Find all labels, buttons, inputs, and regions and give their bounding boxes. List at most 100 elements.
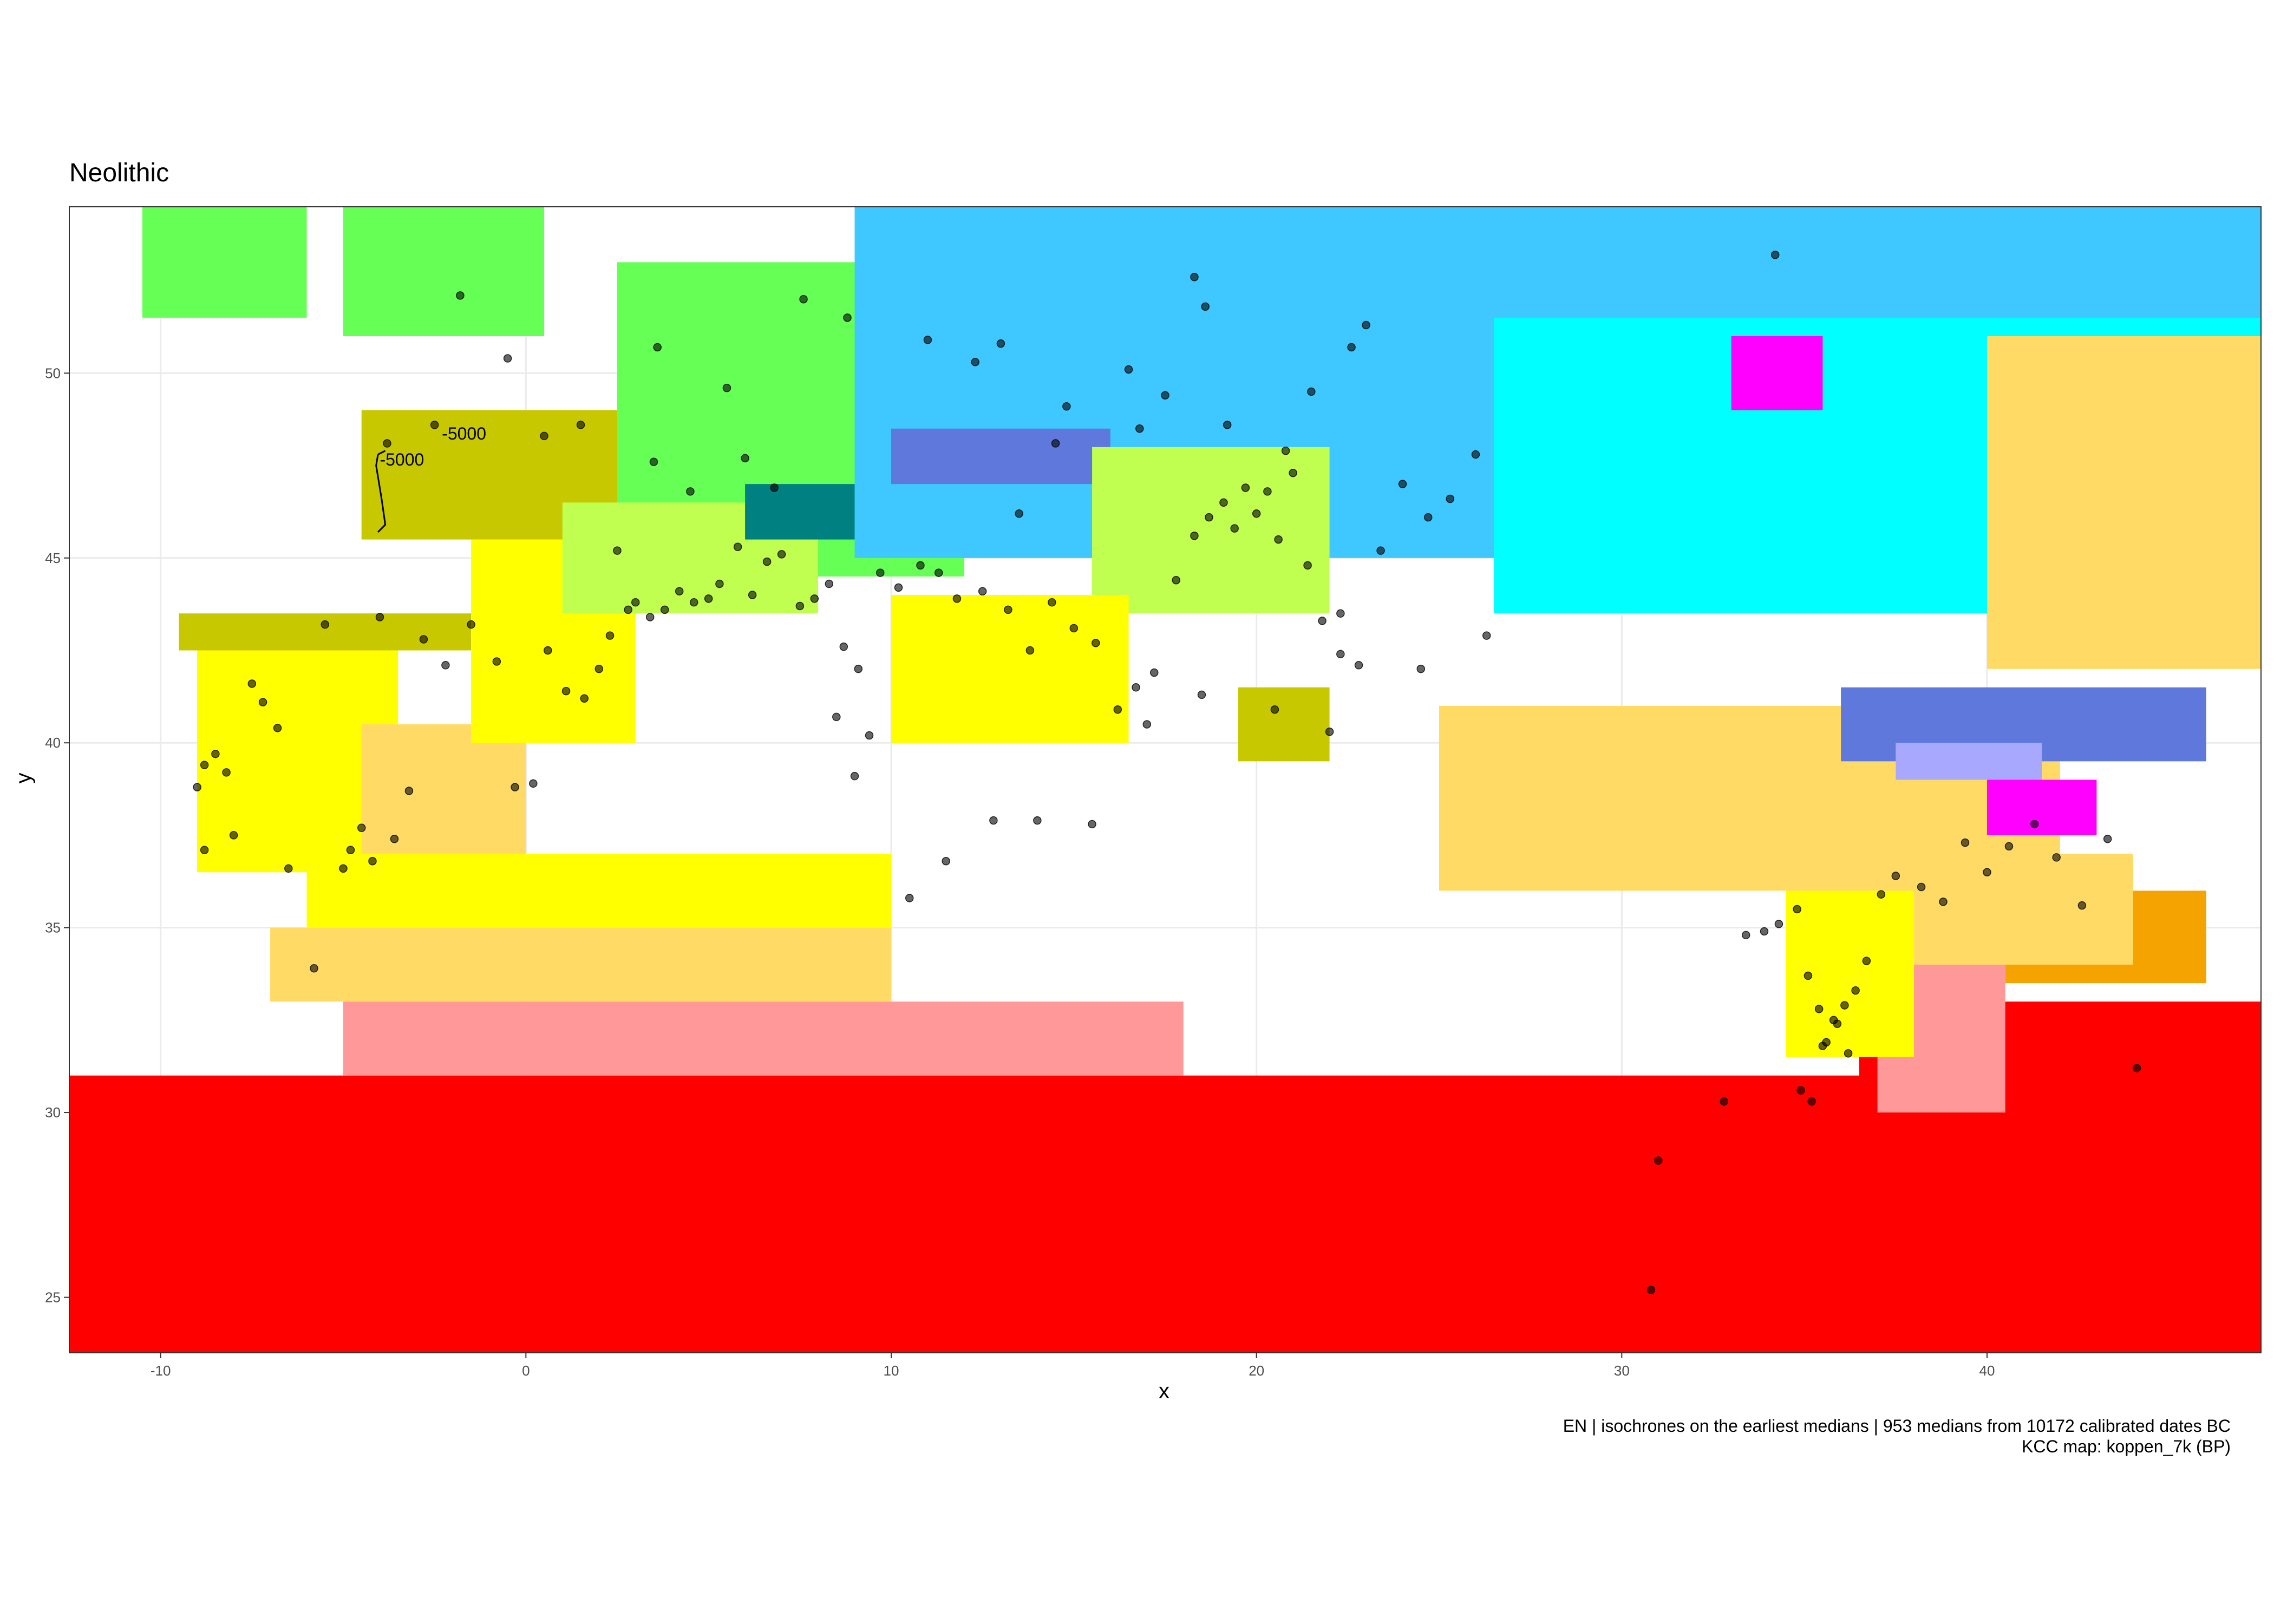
site-point [576,421,585,429]
site-point [686,487,695,496]
site-point [419,635,428,644]
site-point [762,557,772,566]
plot-panel-border [69,206,2262,1353]
site-point [1774,920,1783,928]
site-point [1124,365,1133,374]
site-point [1069,624,1079,633]
site-point [1051,439,1060,448]
raster-region [891,595,1129,743]
site-point [722,383,731,392]
site-point [942,856,950,866]
site-point [222,768,231,777]
site-point [799,294,808,304]
site-point [544,646,552,655]
site-point [511,783,519,791]
site-point [1741,931,1750,940]
site-point [1142,720,1152,729]
site-point [1877,890,1886,899]
site-point [193,783,201,791]
site-point [850,771,859,781]
site-point [1307,387,1316,396]
site-point [989,816,998,825]
raster-region [1987,336,2261,669]
site-point [1720,1097,1728,1106]
site-point [390,835,399,843]
site-point [580,694,589,703]
site-point [1336,650,1345,659]
site-point [675,587,684,595]
site-point [770,483,779,492]
site-point [229,831,238,840]
raster-region [270,927,892,1002]
site-point [916,561,925,570]
site-point [2077,901,2087,910]
site-point [2004,842,2014,851]
site-point [1048,598,1056,607]
site-point [996,339,1005,348]
site-point [1230,524,1239,533]
site-point [978,587,987,595]
site-point [430,421,439,429]
site-point [1398,480,1407,488]
site-point [1062,402,1071,411]
site-point [748,591,757,599]
raster-region [1896,743,2042,780]
site-point [1241,483,1250,492]
site-point [1336,609,1345,618]
site-point [1025,646,1035,655]
site-point [561,686,571,696]
site-point [456,291,465,300]
caption-line-1: EN | isochrones on the earliest medians … [1563,1416,2231,1436]
site-point [1471,450,1480,459]
site-point [1205,513,1213,522]
site-point [200,761,209,769]
site-point [357,823,366,833]
site-point [1646,1286,1656,1294]
site-point [310,964,318,973]
site-point [854,664,863,673]
site-point [1252,509,1261,518]
site-point [2103,835,2112,843]
site-point [1654,1156,1663,1165]
axes: -10 0 10 20 30 40 25 30 35 40 45 50 [45,365,1995,1379]
site-point [2030,820,2039,829]
site-point [1219,498,1228,507]
site-point [1088,820,1096,829]
isochrone-line [375,454,387,533]
site-point [605,631,615,640]
site-point [1796,1086,1805,1095]
raster-region [1987,780,2097,835]
site-point [1983,868,1991,876]
raster-region [891,428,1110,484]
site-point [1033,816,1042,825]
site-point [1851,986,1860,995]
site-point [1270,705,1279,714]
site-point [1814,1005,1824,1013]
site-point [1840,1001,1849,1010]
site-point [339,864,348,873]
site-point [1318,617,1327,625]
site-point [971,358,979,366]
site-point [1446,494,1454,503]
site-point [1197,690,1206,699]
site-point [1004,605,1012,614]
site-point [1325,727,1334,736]
site-point [1347,343,1356,352]
chart-title: Neolithic [69,159,169,187]
site-point [1201,302,1210,311]
site-point [1281,446,1290,455]
site-point [1559,0,1567,4]
site-point [1844,1049,1853,1058]
site-point [346,846,355,855]
site-point [467,620,475,629]
site-point [645,613,655,621]
site-point [404,787,414,795]
raster-region [343,207,545,337]
site-point [1223,421,1232,429]
site-point [594,664,604,673]
isochrones: -5000 -5000 [375,424,486,533]
site-point [492,657,501,666]
site-point [876,568,885,577]
site-point [1354,661,1363,670]
